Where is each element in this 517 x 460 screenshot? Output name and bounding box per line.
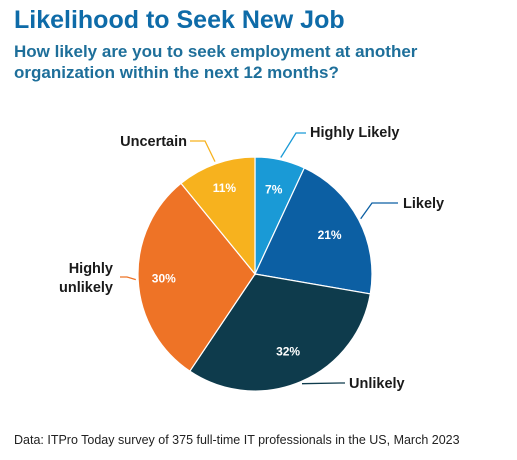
leader-line-likely [360, 202, 398, 220]
leader-line-unlikely [301, 382, 345, 385]
slice-highly-unlikely [137, 182, 256, 372]
data-label-uncertain: 11% [213, 181, 237, 195]
data-label-highly-unlikely: 30% [152, 271, 176, 285]
slice-unlikely [188, 273, 371, 392]
slice-likely [254, 167, 373, 295]
category-label-unlikely: Unlikely [349, 376, 405, 392]
pie-chart: 7% Highly Likely 21% Likely 32% Unlikely 30% Hi… [59, 125, 444, 392]
source-note: Data: ITPro Today survey of 375 full-tim… [14, 433, 460, 447]
data-label-unlikely: 32% [276, 344, 300, 358]
chart-title: Likelihood to Seek New Job [14, 6, 345, 34]
chart-subtitle: How likely are you to seek employment at… [14, 42, 418, 82]
category-label-likely: Likely [403, 196, 444, 212]
category-label-highly-unlikely-line-2: unlikely [59, 280, 113, 296]
data-label-likely: 21% [318, 228, 342, 242]
category-label-highly-likely: Highly Likely [310, 125, 399, 141]
category-label-highly-unlikely-line-1: Highly [69, 261, 113, 277]
data-label-highly-likely: 7% [265, 183, 283, 197]
leader-line-highly-unlikely [120, 276, 136, 281]
category-label-uncertain: Uncertain [120, 134, 187, 150]
leader-line-highly-likely [280, 132, 306, 158]
slice-uncertain [180, 156, 256, 276]
leader-line-uncertain [190, 140, 216, 162]
